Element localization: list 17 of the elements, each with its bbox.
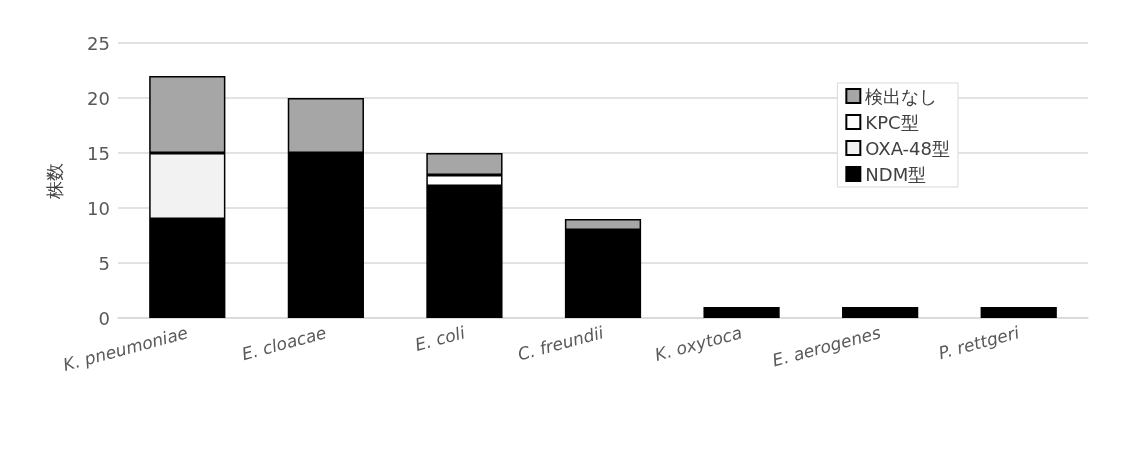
legend-label: 検出なし (865, 85, 938, 107)
bar (980, 307, 1057, 318)
x-tick-label: E. coli (412, 322, 468, 355)
legend-label: KPC型 (865, 111, 919, 133)
y-tick-label: 5 (98, 252, 110, 274)
y-tick-label: 15 (87, 142, 110, 164)
y-tick-label: 10 (87, 197, 110, 219)
y-axis-title: 株数 (43, 162, 65, 200)
legend-label: OXA-48型 (865, 137, 951, 159)
legend-label: NDM型 (865, 163, 927, 185)
x-tick-label: K. oxytoca (652, 322, 745, 365)
y-tick-label: 20 (87, 87, 110, 109)
bar (703, 307, 780, 318)
x-tick-label: E. cloacae (239, 322, 329, 365)
bar (842, 307, 919, 318)
y-tick-label: 0 (98, 307, 110, 329)
y-tick-label: 25 (87, 32, 110, 54)
